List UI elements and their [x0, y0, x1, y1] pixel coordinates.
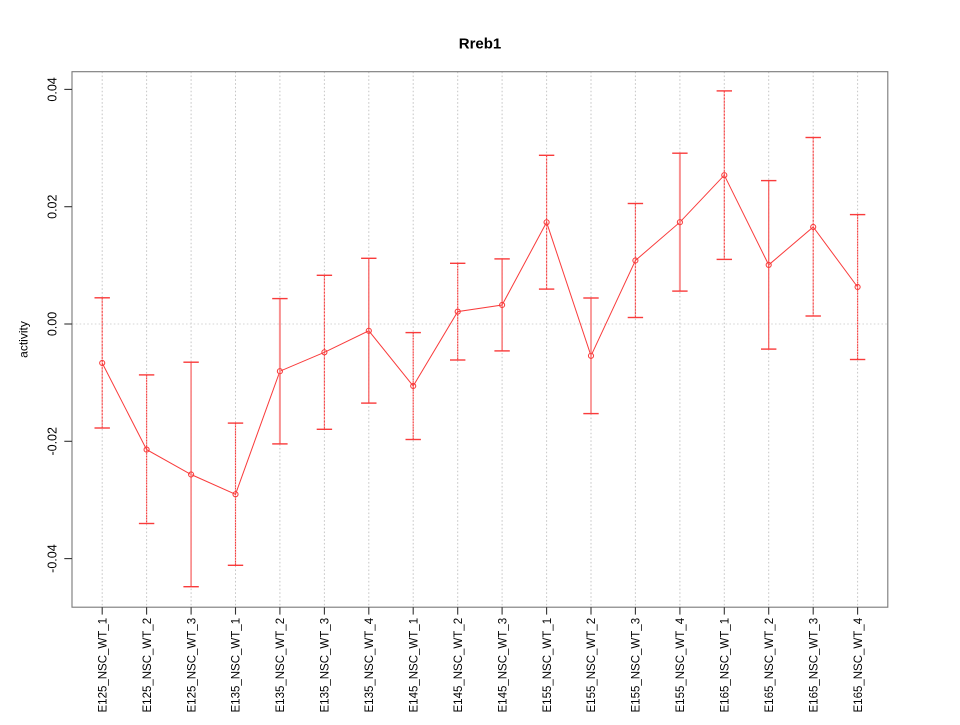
svg-text:E145_NSC_WT_1: E145_NSC_WT_1	[408, 618, 420, 713]
svg-text:E135_NSC_WT_3: E135_NSC_WT_3	[320, 618, 332, 713]
svg-text:E165_NSC_WT_3: E165_NSC_WT_3	[808, 618, 820, 713]
svg-text:E125_NSC_WT_2: E125_NSC_WT_2	[142, 618, 154, 713]
svg-text:0.04: 0.04	[45, 77, 59, 101]
svg-text:E155_NSC_WT_4: E155_NSC_WT_4	[675, 617, 687, 712]
svg-text:-0.02: -0.02	[45, 427, 59, 456]
svg-text:E165_NSC_WT_4: E165_NSC_WT_4	[853, 617, 865, 712]
svg-text:E135_NSC_WT_1: E135_NSC_WT_1	[231, 618, 243, 713]
svg-text:E145_NSC_WT_3: E145_NSC_WT_3	[497, 618, 509, 713]
svg-text:E165_NSC_WT_1: E165_NSC_WT_1	[720, 618, 732, 713]
svg-text:0.00: 0.00	[45, 312, 59, 336]
svg-text:0.02: 0.02	[45, 194, 59, 218]
svg-text:E135_NSC_WT_2: E135_NSC_WT_2	[275, 618, 287, 713]
svg-text:E165_NSC_WT_2: E165_NSC_WT_2	[764, 618, 776, 713]
svg-text:E125_NSC_WT_3: E125_NSC_WT_3	[186, 618, 198, 713]
svg-text:E145_NSC_WT_2: E145_NSC_WT_2	[453, 618, 465, 713]
svg-text:-0.04: -0.04	[45, 544, 59, 573]
svg-text:E125_NSC_WT_1: E125_NSC_WT_1	[97, 618, 109, 713]
svg-text:E135_NSC_WT_4: E135_NSC_WT_4	[364, 617, 376, 712]
svg-text:Rreb1: Rreb1	[459, 36, 502, 53]
svg-text:E155_NSC_WT_1: E155_NSC_WT_1	[542, 618, 554, 713]
svg-text:activity: activity	[17, 321, 31, 358]
svg-text:E155_NSC_WT_3: E155_NSC_WT_3	[631, 618, 643, 713]
svg-text:E155_NSC_WT_2: E155_NSC_WT_2	[586, 618, 598, 713]
